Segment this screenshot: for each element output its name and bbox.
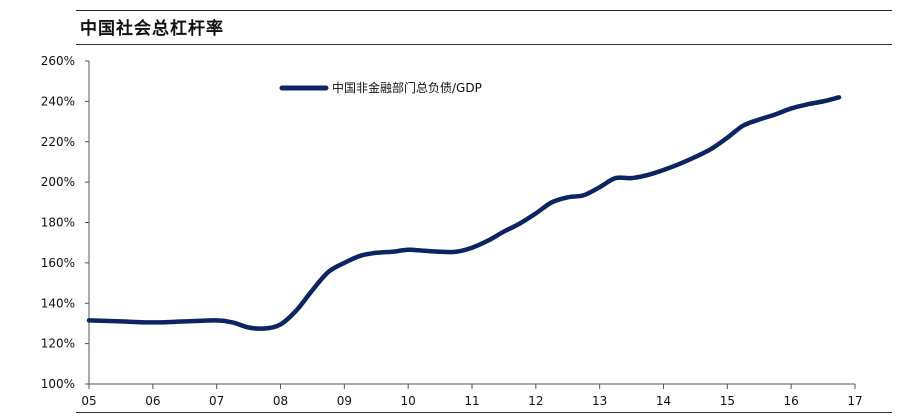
y-tick-label: 180% (41, 216, 75, 230)
series-line (86, 95, 842, 331)
y-tick-labels: 100% 120% 140% 160% 180% 200% 220% 240% 260% (41, 54, 75, 391)
x-tick-label: 10 (401, 394, 416, 408)
bottom-rule (76, 412, 892, 413)
x-tick-label: 11 (464, 394, 479, 408)
legend: 中国非金融部门总负债/GDP (279, 80, 482, 95)
x-tick-label: 09 (337, 394, 352, 408)
x-tick-label: 13 (592, 394, 607, 408)
y-tick-label: 200% (41, 175, 75, 189)
chart-title: 中国社会总杠杆率 (80, 19, 224, 39)
x-tick-label: 12 (528, 394, 543, 408)
x-tick-label: 14 (656, 394, 671, 408)
title-rule (76, 44, 892, 45)
x-tick-label: 08 (273, 394, 288, 408)
x-tick-labels: 05 06 07 08 09 10 11 12 13 14 15 16 17 (81, 394, 862, 408)
y-tick-label: 240% (41, 94, 75, 108)
x-tick-label: 06 (145, 394, 160, 408)
y-tick-label: 100% (41, 377, 75, 391)
x-tick-label: 17 (847, 394, 862, 408)
axes (85, 60, 856, 389)
x-tick-label: 15 (720, 394, 735, 408)
x-tick-label: 05 (81, 394, 96, 408)
series-lines (86, 95, 842, 331)
y-tick-label: 140% (41, 296, 75, 310)
x-tick-label: 07 (209, 394, 224, 408)
y-tick-label: 160% (41, 256, 75, 270)
legend-label: 中国非金融部门总负债/GDP (332, 80, 482, 95)
x-tick-label: 16 (784, 394, 799, 408)
top-rule (76, 10, 892, 11)
y-tick-label: 120% (41, 337, 75, 351)
y-tick-label: 220% (41, 135, 75, 149)
y-tick-label: 260% (41, 54, 75, 68)
